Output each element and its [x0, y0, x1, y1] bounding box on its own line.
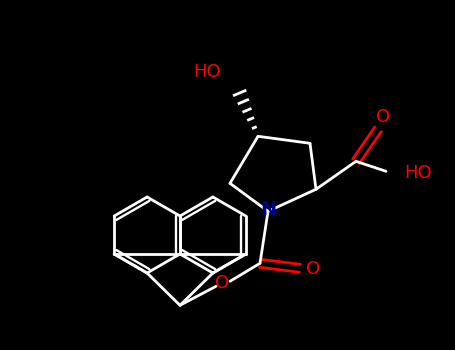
Text: O: O — [306, 260, 320, 278]
Text: HO: HO — [193, 63, 221, 81]
Text: O: O — [376, 108, 390, 126]
Text: N: N — [260, 200, 276, 219]
Text: HO: HO — [404, 164, 432, 182]
Text: O: O — [215, 274, 229, 292]
